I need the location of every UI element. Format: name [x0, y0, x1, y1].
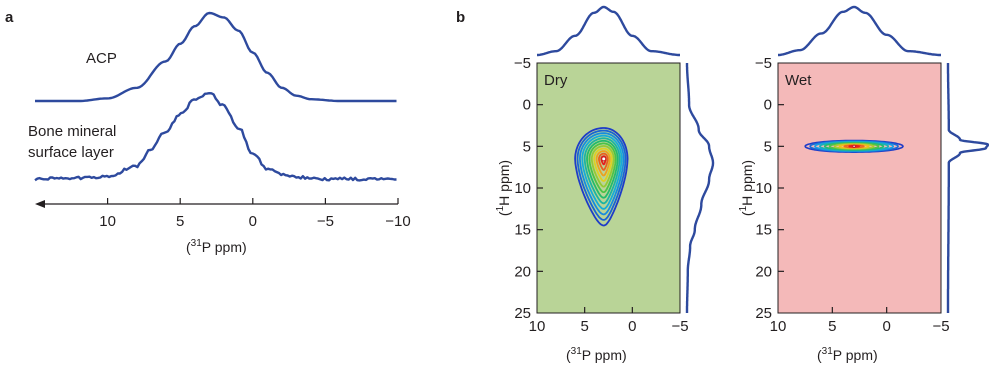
y-tick-label: 25	[514, 305, 531, 322]
series-label-acp: ACP	[86, 50, 117, 67]
contour-level	[576, 129, 627, 221]
y-tick-label: 20	[755, 263, 772, 280]
axis-label-dry-y-rest: H ppm)	[496, 160, 512, 206]
contour-level	[590, 145, 615, 188]
axis-label-wet-x-open: (	[817, 347, 822, 363]
axis-label-dry-x: (31P ppm)	[566, 346, 627, 363]
axis-a-x-tick-label: −10	[385, 213, 410, 230]
axis-a-x-tick-label: −5	[317, 213, 334, 230]
peak-marker	[601, 156, 607, 162]
contour-level	[586, 140, 619, 199]
y-tick-label: 0	[764, 97, 772, 114]
wet-label: Wet	[785, 72, 812, 89]
x-tick-label: 10	[529, 318, 546, 335]
dry-plot-background	[536, 62, 681, 314]
peak-marker	[852, 144, 856, 149]
panel-letter-b: b	[456, 9, 465, 26]
axis-label-wet-x-sup: 31	[822, 346, 834, 357]
axis-label-a-x-open: (	[186, 239, 191, 255]
axis-a-x-arrow	[35, 200, 45, 208]
series-label-bone-mineral-line1: Bone mineral	[28, 123, 116, 140]
wet-plot-background	[777, 62, 942, 314]
axis-label-dry-x-rest: P ppm)	[582, 347, 627, 363]
projection-top-31p	[537, 5, 680, 57]
axis-label-wet-y-sup: 1	[738, 205, 749, 211]
axis-a-x-tick-label: 0	[249, 213, 257, 230]
axis-label-a-x-sup: 31	[191, 238, 203, 249]
projection-top-31p	[778, 5, 941, 57]
axis-label-wet-y-rest: H ppm)	[739, 160, 755, 206]
x-tick-label: −5	[932, 318, 949, 335]
trace-acp	[35, 11, 397, 103]
y-tick-label: 20	[514, 263, 531, 280]
contour-level	[574, 127, 629, 227]
panel-letter-a: a	[5, 9, 14, 26]
axis-label-dry-y: (1H ppm)	[495, 160, 512, 216]
dry-label: Dry	[544, 72, 568, 89]
y-tick-label: 15	[755, 222, 772, 239]
axis-a-x-tick-label: 5	[176, 213, 184, 230]
x-tick-label: 0	[882, 318, 890, 335]
axis-a-x-tick-label: 10	[99, 213, 116, 230]
y-tick-label: 10	[755, 180, 772, 197]
contour-level	[578, 132, 625, 216]
contour-level	[598, 152, 609, 171]
y-tick-label: −5	[514, 55, 531, 72]
axis-label-dry-x-open: (	[566, 347, 571, 363]
contour-level	[848, 145, 861, 148]
y-tick-label: 0	[523, 97, 531, 114]
y-tick-label: 10	[514, 180, 531, 197]
y-tick-label: 5	[764, 138, 772, 155]
y-tick-label: 15	[514, 222, 531, 239]
contour-level	[593, 147, 613, 182]
axis-label-dry-y-open: (	[496, 211, 512, 216]
x-tick-label: −5	[671, 318, 688, 335]
y-tick-label: 5	[523, 138, 531, 155]
y-tick-label: 25	[755, 305, 772, 322]
axis-label-wet-y: (1H ppm)	[738, 160, 755, 216]
axis-label-dry-x-sup: 31	[571, 346, 583, 357]
axis-label-a-x: (31P ppm)	[186, 238, 247, 255]
y-tick-label: −5	[755, 55, 772, 72]
series-label-bone-mineral-line2: surface layer	[28, 144, 114, 161]
contour-level	[581, 134, 623, 210]
contour-level	[588, 142, 617, 193]
projection-right-1h	[946, 63, 989, 313]
projection-right-1h	[685, 63, 715, 313]
contour-level	[595, 150, 611, 177]
axis-label-wet-x: (31P ppm)	[817, 346, 878, 363]
axis-label-a-x-rest: P ppm)	[202, 239, 247, 255]
axis-label-wet-y-open: (	[739, 211, 755, 216]
axis-label-dry-y-sup: 1	[495, 205, 506, 211]
x-tick-label: 0	[628, 318, 636, 335]
trace-bone-mineral-surface-layer	[34, 92, 397, 182]
x-tick-label: 10	[770, 318, 787, 335]
x-tick-label: 5	[828, 318, 836, 335]
panel-a: ACP Bone mineral surface layer 10 5 0 −5 −10…	[28, 11, 411, 255]
axis-label-wet-x-rest: P ppm)	[833, 347, 878, 363]
x-tick-label: 5	[580, 318, 588, 335]
contour-level	[583, 137, 621, 205]
